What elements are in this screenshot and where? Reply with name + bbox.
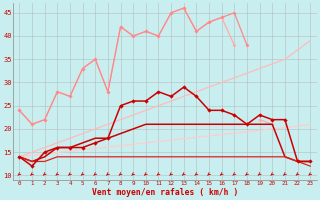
X-axis label: Vent moyen/en rafales ( km/h ): Vent moyen/en rafales ( km/h ) xyxy=(92,188,238,197)
